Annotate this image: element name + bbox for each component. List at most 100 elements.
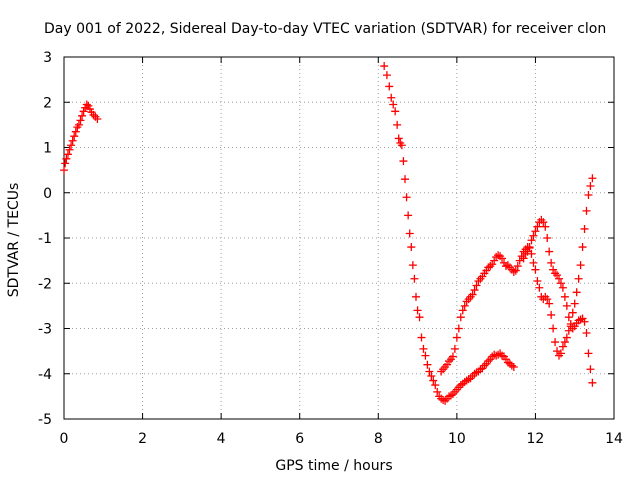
data-point: [427, 372, 436, 381]
x-tick-labels: 0 2 4 6 8 10 12 14: [60, 431, 623, 447]
y-tick-label: 3: [43, 50, 52, 66]
data-point: [545, 299, 554, 308]
data-point: [539, 218, 548, 227]
data-point: [531, 227, 540, 236]
data-point: [412, 292, 420, 301]
data-point: [490, 256, 499, 265]
y-tick-label: -4: [38, 367, 52, 383]
data-point: [498, 254, 507, 263]
data-point: [533, 222, 542, 231]
data-point: [558, 283, 567, 292]
data-point: [570, 299, 579, 308]
data-point: [543, 295, 552, 304]
data-point: [535, 283, 544, 292]
data-point: [488, 260, 497, 269]
series-arc-1: [60, 100, 102, 175]
data-point: [498, 351, 507, 360]
data-point: [545, 247, 554, 256]
data-point: [62, 154, 71, 163]
series-arc-3: [437, 174, 597, 376]
data-point: [79, 107, 88, 116]
data-point: [445, 357, 453, 366]
data-point: [415, 313, 424, 322]
data-point: [419, 344, 428, 353]
data-point: [408, 261, 417, 270]
data-points: [60, 62, 597, 405]
y-tick-label: -3: [38, 322, 52, 338]
data-point: [556, 349, 565, 358]
grid: [64, 57, 614, 419]
data-point: [382, 71, 391, 80]
y-tick-label: -5: [38, 412, 52, 428]
data-point: [404, 211, 413, 220]
data-point: [448, 352, 457, 361]
data-point: [452, 333, 461, 342]
x-tick-label: 10: [448, 431, 466, 447]
data-point: [582, 206, 591, 215]
data-point: [439, 395, 448, 404]
data-point: [446, 391, 455, 400]
x-tick-label: 6: [295, 431, 304, 447]
data-point: [556, 279, 565, 288]
data-point: [492, 253, 501, 262]
data-point: [65, 145, 74, 154]
data-point: [519, 254, 528, 263]
data-point: [527, 236, 536, 245]
data-point: [509, 267, 518, 276]
data-point: [394, 134, 403, 143]
data-point: [509, 362, 518, 371]
data-point: [425, 367, 434, 376]
data-point: [399, 157, 408, 166]
chart-title: Day 001 of 2022, Sidereal Day-to-day VTE…: [44, 21, 606, 37]
data-point: [529, 258, 538, 267]
data-point: [450, 344, 459, 353]
data-point: [547, 310, 556, 319]
data-point: [460, 301, 469, 310]
data-point: [560, 338, 569, 347]
data-point: [472, 281, 481, 290]
data-point: [417, 333, 426, 342]
data-point: [580, 317, 589, 326]
data-point: [588, 174, 597, 183]
data-point: [551, 338, 560, 347]
data-point: [458, 306, 467, 315]
data-point: [562, 333, 571, 342]
data-point: [443, 360, 452, 369]
data-point: [78, 111, 87, 120]
data-point: [402, 193, 411, 202]
y-tick-label: 1: [43, 141, 52, 157]
data-point: [580, 224, 589, 233]
data-point: [74, 120, 83, 129]
data-point: [89, 110, 98, 119]
data-point: [413, 306, 422, 315]
data-point: [582, 329, 591, 338]
data-point: [586, 365, 595, 374]
data-point: [549, 265, 558, 274]
data-point: [423, 360, 432, 369]
data-point: [454, 324, 463, 333]
data-point: [549, 324, 558, 333]
axis-ticks: [63, 56, 615, 420]
y-tick-label: 2: [43, 95, 52, 111]
data-point: [525, 243, 534, 252]
data-point: [393, 120, 402, 129]
data-point: [560, 292, 569, 301]
data-point: [574, 274, 583, 283]
data-point: [407, 243, 416, 252]
y-tick-label: -2: [38, 276, 52, 292]
data-point: [484, 357, 493, 366]
y-axis-label: SDTVAR / TECUs: [6, 183, 22, 298]
data-point: [513, 262, 522, 271]
x-tick-label: 12: [527, 431, 545, 447]
data-point: [564, 313, 573, 322]
data-point: [70, 132, 79, 141]
y-tick-labels: 3 2 1 0 -1 -2 -3 -4 -5: [38, 50, 52, 428]
data-point: [391, 107, 400, 116]
data-point: [547, 258, 556, 267]
data-point: [93, 114, 102, 123]
data-point: [431, 381, 440, 390]
data-point: [385, 82, 394, 91]
data-point: [553, 271, 562, 280]
data-point: [410, 274, 419, 283]
x-tick-label: 14: [605, 431, 623, 447]
